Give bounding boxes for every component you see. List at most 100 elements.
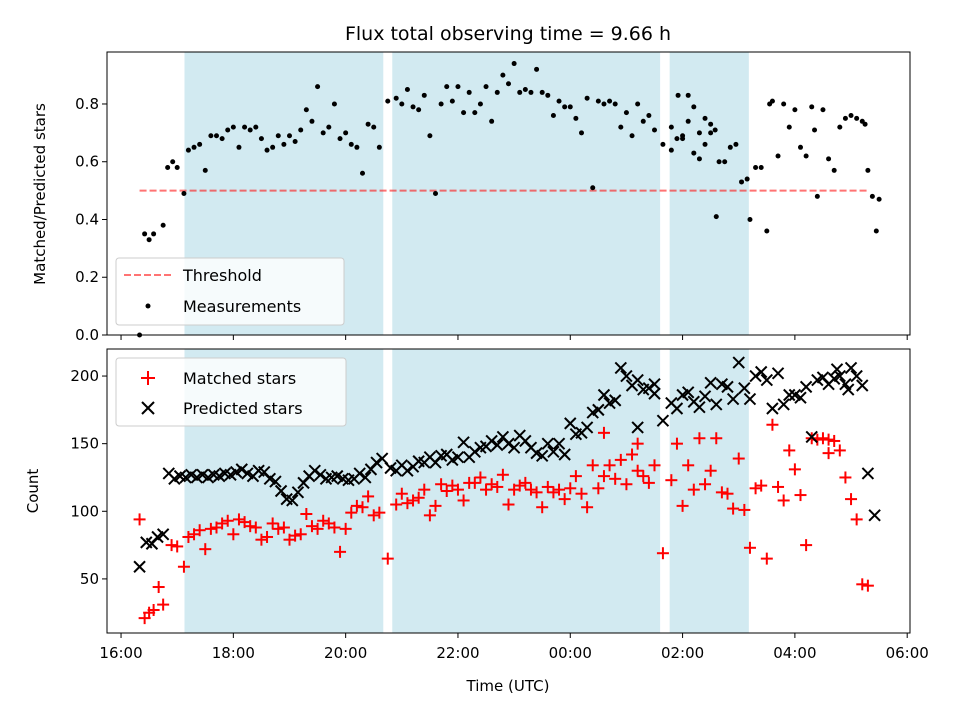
matched-stars-point bbox=[665, 474, 678, 487]
predicted-stars-point bbox=[805, 430, 818, 444]
matched-stars-point bbox=[755, 479, 768, 492]
predicted-stars-point bbox=[856, 379, 869, 392]
matched-stars-point bbox=[575, 487, 588, 500]
measurement-point bbox=[708, 121, 714, 127]
matched-stars-point bbox=[541, 480, 554, 493]
ratio-y-axis-label: Matched/Predicted stars bbox=[31, 103, 49, 285]
measurement-point bbox=[393, 95, 399, 101]
matched-stars-point bbox=[558, 493, 571, 506]
legend-predicted-swatch bbox=[141, 401, 155, 415]
matched-stars-point bbox=[715, 486, 728, 499]
measurement-point bbox=[848, 113, 854, 119]
matched-stars-point bbox=[317, 514, 330, 527]
measurement-point bbox=[230, 124, 236, 130]
matched-stars-point bbox=[856, 578, 869, 591]
measurement-point bbox=[202, 167, 208, 173]
measurement-point bbox=[315, 84, 321, 90]
matched-stars-point bbox=[800, 539, 813, 552]
x-tick-label: 18:00 bbox=[212, 644, 255, 662]
measurement-point bbox=[668, 124, 674, 130]
measurement-point bbox=[854, 115, 860, 121]
matched-stars-point bbox=[227, 528, 240, 541]
matched-stars-point bbox=[642, 476, 655, 489]
measurement-point bbox=[214, 133, 219, 139]
ratio-y-tick-label: 0.8 bbox=[75, 95, 99, 113]
predicted-stars-point bbox=[760, 373, 774, 387]
predicted-stars-point bbox=[710, 398, 723, 411]
measurement-point bbox=[247, 127, 253, 133]
matched-stars-point bbox=[536, 501, 549, 514]
predicted-stars-point bbox=[704, 376, 717, 390]
matched-stars-point bbox=[199, 543, 212, 556]
predicted-stars-point bbox=[681, 386, 695, 399]
count-x-ticks: 16:00 18:00 20:00 22:00 00:00 02:00 04:00 06:00 bbox=[99, 633, 929, 662]
legend-threshold-label: Threshold bbox=[182, 266, 262, 285]
count-panel: 50 100 150 200 16:00 18:00 20:00 22:00 00:00 02:… bbox=[24, 348, 929, 695]
predicted-stars-point bbox=[269, 475, 282, 488]
predicted-stars-point bbox=[370, 456, 383, 469]
matched-stars-point bbox=[547, 486, 560, 499]
measurement-point bbox=[181, 191, 187, 196]
predicted-stars-point bbox=[597, 388, 611, 402]
matched-stars-point bbox=[513, 479, 526, 492]
legend-matched-label: Matched stars bbox=[183, 369, 296, 388]
measurement-point bbox=[635, 101, 641, 107]
measurement-point bbox=[506, 81, 511, 87]
measurement-point bbox=[612, 101, 618, 107]
predicted-stars-point bbox=[451, 450, 465, 464]
matched-stars-point bbox=[152, 581, 165, 594]
measurement-point bbox=[528, 89, 534, 95]
measurement-point bbox=[275, 133, 281, 139]
measurement-point bbox=[668, 147, 674, 153]
measurement-point bbox=[472, 110, 478, 116]
predicted-stars-point bbox=[485, 434, 498, 448]
matched-stars-point bbox=[334, 545, 347, 558]
matched-stars-point bbox=[165, 539, 178, 552]
matched-stars-point bbox=[395, 487, 408, 500]
measurement-point bbox=[702, 115, 708, 121]
matched-stars-point bbox=[760, 552, 773, 565]
ratio-panel: 0.00.20.40.60.8 Matched/Predicted stars … bbox=[31, 51, 911, 344]
predicted-stars-point bbox=[457, 436, 470, 449]
count-y-tick-label: 150 bbox=[70, 435, 99, 453]
measurement-point bbox=[652, 127, 657, 133]
measurement-point bbox=[809, 104, 815, 110]
measurement-point bbox=[579, 130, 584, 136]
measurement-point bbox=[733, 141, 739, 147]
legend-measurements-label: Measurements bbox=[183, 297, 301, 316]
ratio-legend: Threshold Measurements bbox=[115, 257, 345, 326]
matched-stars-point bbox=[777, 494, 790, 507]
matched-stars-point bbox=[861, 579, 874, 592]
measurement-point bbox=[219, 136, 225, 142]
predicted-stars-point bbox=[754, 365, 768, 379]
predicted-stars-point bbox=[732, 356, 745, 369]
predicted-stars-point bbox=[592, 403, 605, 417]
count-y-ticks: 50 100 150 200 bbox=[70, 367, 107, 588]
matched-stars-point bbox=[656, 547, 669, 560]
matched-stars-point bbox=[676, 499, 689, 512]
matched-stars-point bbox=[133, 513, 146, 526]
predicted-stars-point bbox=[850, 369, 863, 383]
matched-stars-point bbox=[345, 506, 358, 519]
matched-stars-point bbox=[216, 517, 229, 530]
predicted-stars-point bbox=[314, 468, 327, 481]
matched-stars-point bbox=[261, 530, 274, 543]
measurement-point bbox=[629, 133, 635, 139]
matched-stars-point bbox=[631, 464, 644, 477]
matched-stars-point bbox=[221, 514, 234, 527]
measurement-point bbox=[534, 66, 540, 72]
matched-stars-point bbox=[620, 478, 633, 491]
matched-stars-point bbox=[457, 494, 470, 507]
matched-stars-point bbox=[597, 470, 610, 483]
matched-stars-point bbox=[553, 483, 566, 496]
matched-stars-point bbox=[300, 507, 313, 520]
measurement-point bbox=[727, 144, 733, 150]
measurement-point bbox=[873, 228, 879, 234]
ratio-legend-box bbox=[115, 257, 345, 326]
predicted-stars-point bbox=[286, 494, 299, 507]
observing-interval-top-2 bbox=[669, 52, 749, 335]
measurement-point bbox=[354, 144, 360, 150]
measurement-point bbox=[298, 127, 304, 133]
matched-stars-point bbox=[232, 513, 245, 526]
